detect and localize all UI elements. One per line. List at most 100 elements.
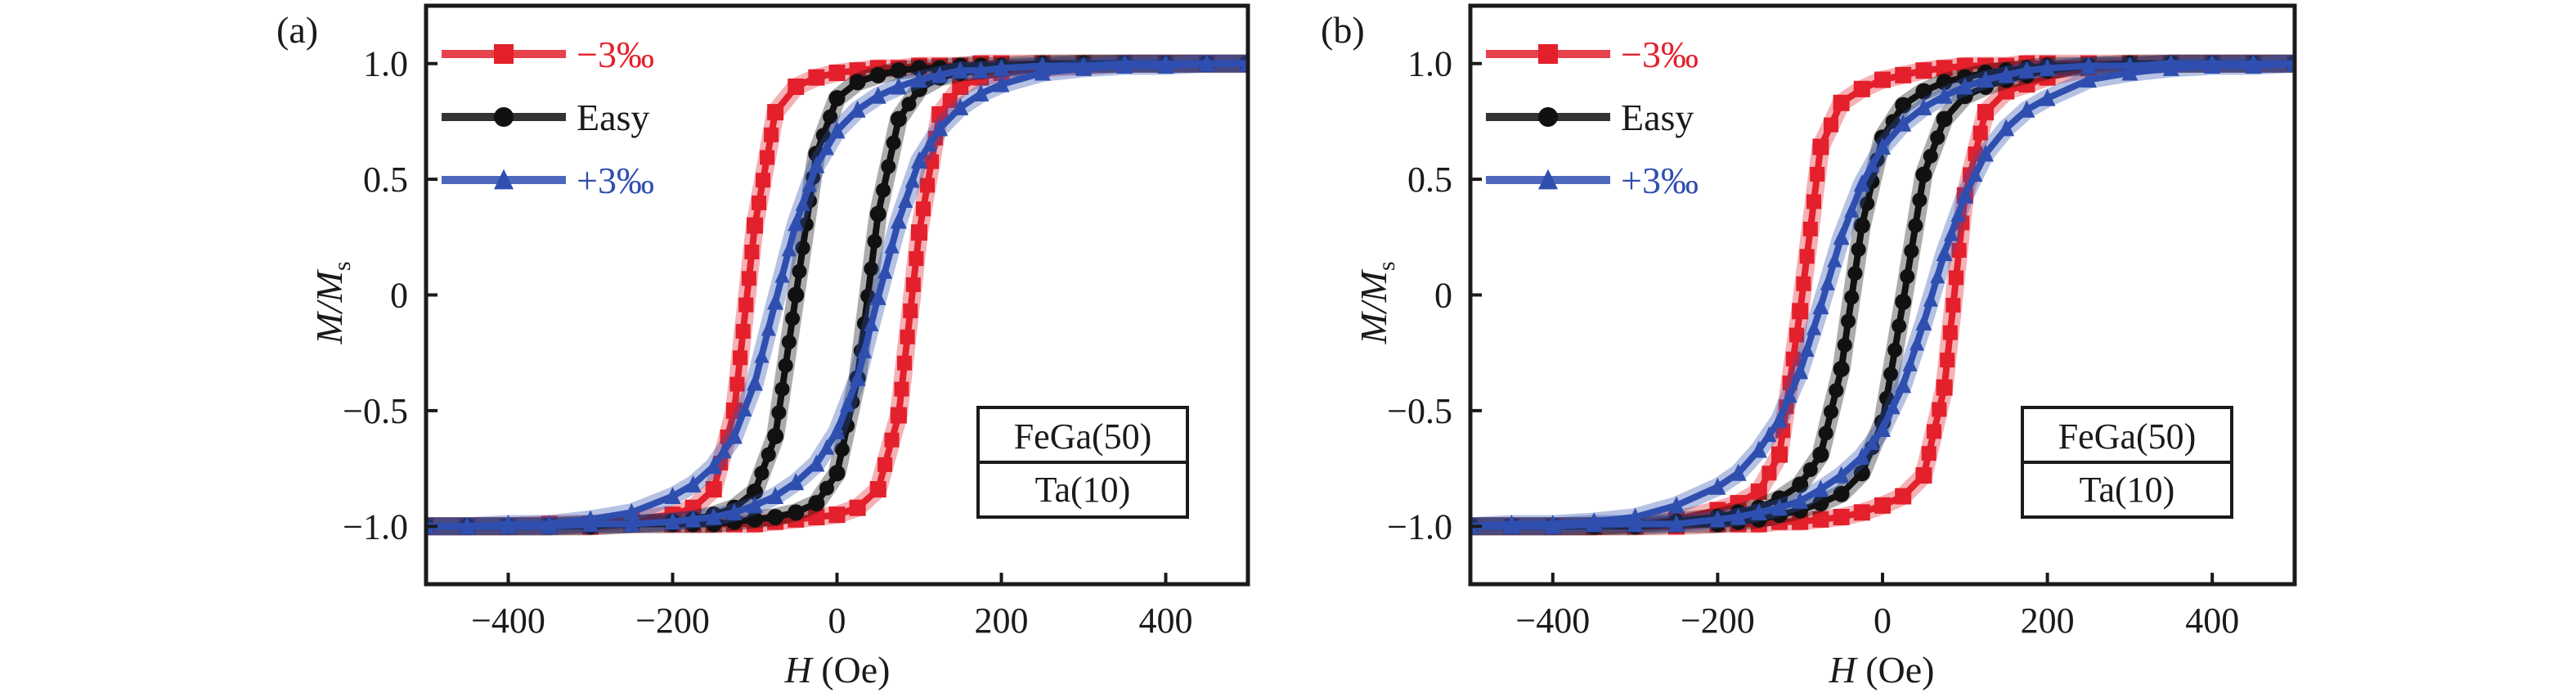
y-tick-label: 1.0 <box>1407 44 1452 84</box>
y-tick-label: 0 <box>390 276 408 316</box>
data-point-descending <box>767 428 784 445</box>
data-point-descending <box>1668 496 1685 514</box>
data-point-ascending <box>808 495 825 512</box>
legend-item-easy: Easy <box>1486 97 1694 138</box>
data-point-interp <box>733 350 748 366</box>
data-point-descending <box>788 78 805 95</box>
data-point-descending <box>747 217 763 234</box>
y-axis-label-main: M/M <box>1353 268 1394 344</box>
data-point-interp <box>1892 318 1907 334</box>
x-tick-label: 0 <box>1874 601 1892 641</box>
data-point-interp <box>802 176 817 192</box>
panel-b: (b) M/Ms H (Oe) −400 −200 0 200 400 −1.0 −0.5 0… <box>1321 3 2297 691</box>
data-point-ascending <box>808 508 825 525</box>
data-point-descending <box>788 214 805 232</box>
x-tick-label: −200 <box>635 601 710 641</box>
data-point-interp <box>881 159 896 174</box>
data-point-interp <box>916 201 931 217</box>
data-point-interp <box>1940 353 1955 368</box>
data-point-interp <box>819 480 834 496</box>
data-point-interp <box>815 128 831 143</box>
data-point-descending <box>1812 138 1829 155</box>
data-point-ascending <box>993 74 1010 92</box>
data-point-interp <box>738 297 754 313</box>
legend-item-plus-3-permille: +3‰ <box>1486 160 1699 201</box>
data-point-ascending <box>541 516 558 534</box>
data-point-ascending <box>767 487 784 505</box>
data-point-descending <box>1792 362 1809 380</box>
data-point-ascending <box>767 508 784 525</box>
data-point-interp <box>1945 298 1961 313</box>
data-point-descending <box>664 487 681 505</box>
data-point-interp <box>1824 404 1838 420</box>
y-tick-label: 0.5 <box>1407 160 1452 200</box>
data-point-interp <box>834 442 850 457</box>
svg-text:M/Ms: M/Ms <box>1353 261 1400 344</box>
legend-item-plus-3-permille: +3‰ <box>442 160 654 201</box>
y-tick-label: −0.5 <box>343 391 408 431</box>
data-point-ascending <box>623 514 640 532</box>
data-point-ascending <box>808 454 825 472</box>
data-point-ascending <box>1627 514 1644 532</box>
legend-a: −3‰ Easy +3‰ <box>442 34 654 201</box>
annotation-layer-bottom: Ta(10) <box>2080 470 2175 510</box>
data-point-descending <box>808 155 825 173</box>
data-point-descending <box>684 475 702 493</box>
data-point-descending <box>1812 297 1829 315</box>
data-point-interp <box>1837 337 1852 353</box>
data-point-interp <box>735 323 751 339</box>
legend-label: Easy <box>1621 97 1694 138</box>
axis-ticks-b: −400 −200 0 200 400 −1.0 −0.5 0 0.5 1.0 <box>1387 44 2239 641</box>
data-point-interp <box>785 311 801 326</box>
data-point-descending <box>828 90 846 107</box>
data-point-ascending <box>1833 466 1850 484</box>
data-point-interp <box>1810 166 1825 182</box>
data-point-ascending <box>1157 56 1174 74</box>
annotation-box-b: FeGa(50) Ta(10) <box>2021 406 2233 519</box>
data-point-interp <box>1930 268 1945 284</box>
data-point-descending <box>1936 60 1953 77</box>
x-tick-label: −200 <box>1681 601 1755 641</box>
legend-label: +3‰ <box>1621 160 1699 201</box>
data-point-descending <box>890 62 907 79</box>
y-axis-label-main: M/M <box>308 268 350 344</box>
data-point-interp <box>1827 251 1842 268</box>
data-point-ascending <box>890 407 907 424</box>
data-point-ascending <box>1812 511 1829 528</box>
data-point-descending <box>1792 476 1809 493</box>
data-point-ascending <box>582 514 599 532</box>
data-point-interp <box>905 277 921 292</box>
data-point-interp <box>1799 249 1815 264</box>
data-point-interp <box>1851 241 1866 257</box>
legend-marker-square <box>494 44 514 64</box>
data-point-interp <box>741 271 756 286</box>
data-point-interp <box>774 267 790 283</box>
data-point-ascending <box>1977 144 1994 162</box>
data-point-descending <box>849 62 866 79</box>
x-tick-label: −400 <box>1515 601 1590 641</box>
data-point-ascending <box>1668 514 1685 532</box>
data-point-ascending <box>500 516 517 534</box>
data-point-descending <box>1915 83 1932 100</box>
data-point-interp <box>778 358 793 373</box>
data-point-interp <box>1802 462 1818 478</box>
data-point-interp <box>1829 383 1844 398</box>
data-point-interp <box>1921 446 1936 461</box>
x-tick-label: 400 <box>1139 601 1193 641</box>
data-point-descending <box>788 286 805 304</box>
data-point-interp <box>1912 192 1928 208</box>
data-point-interp <box>1844 290 1860 305</box>
data-point-ascending <box>1792 513 1809 530</box>
data-point-interp <box>897 355 913 371</box>
data-point-interp <box>774 381 790 397</box>
legend-label: +3‰ <box>577 160 654 201</box>
data-point-descending <box>1956 57 1973 74</box>
data-point-interp <box>1949 270 1963 286</box>
plot-frame-b <box>1468 3 2297 587</box>
data-point-interp <box>760 150 775 165</box>
y-tick-label: −0.5 <box>1387 391 1452 431</box>
data-point-interp <box>1879 390 1895 406</box>
plot-area-b <box>1470 54 2295 536</box>
data-point-descending <box>869 86 886 104</box>
data-point-interp <box>884 432 900 448</box>
